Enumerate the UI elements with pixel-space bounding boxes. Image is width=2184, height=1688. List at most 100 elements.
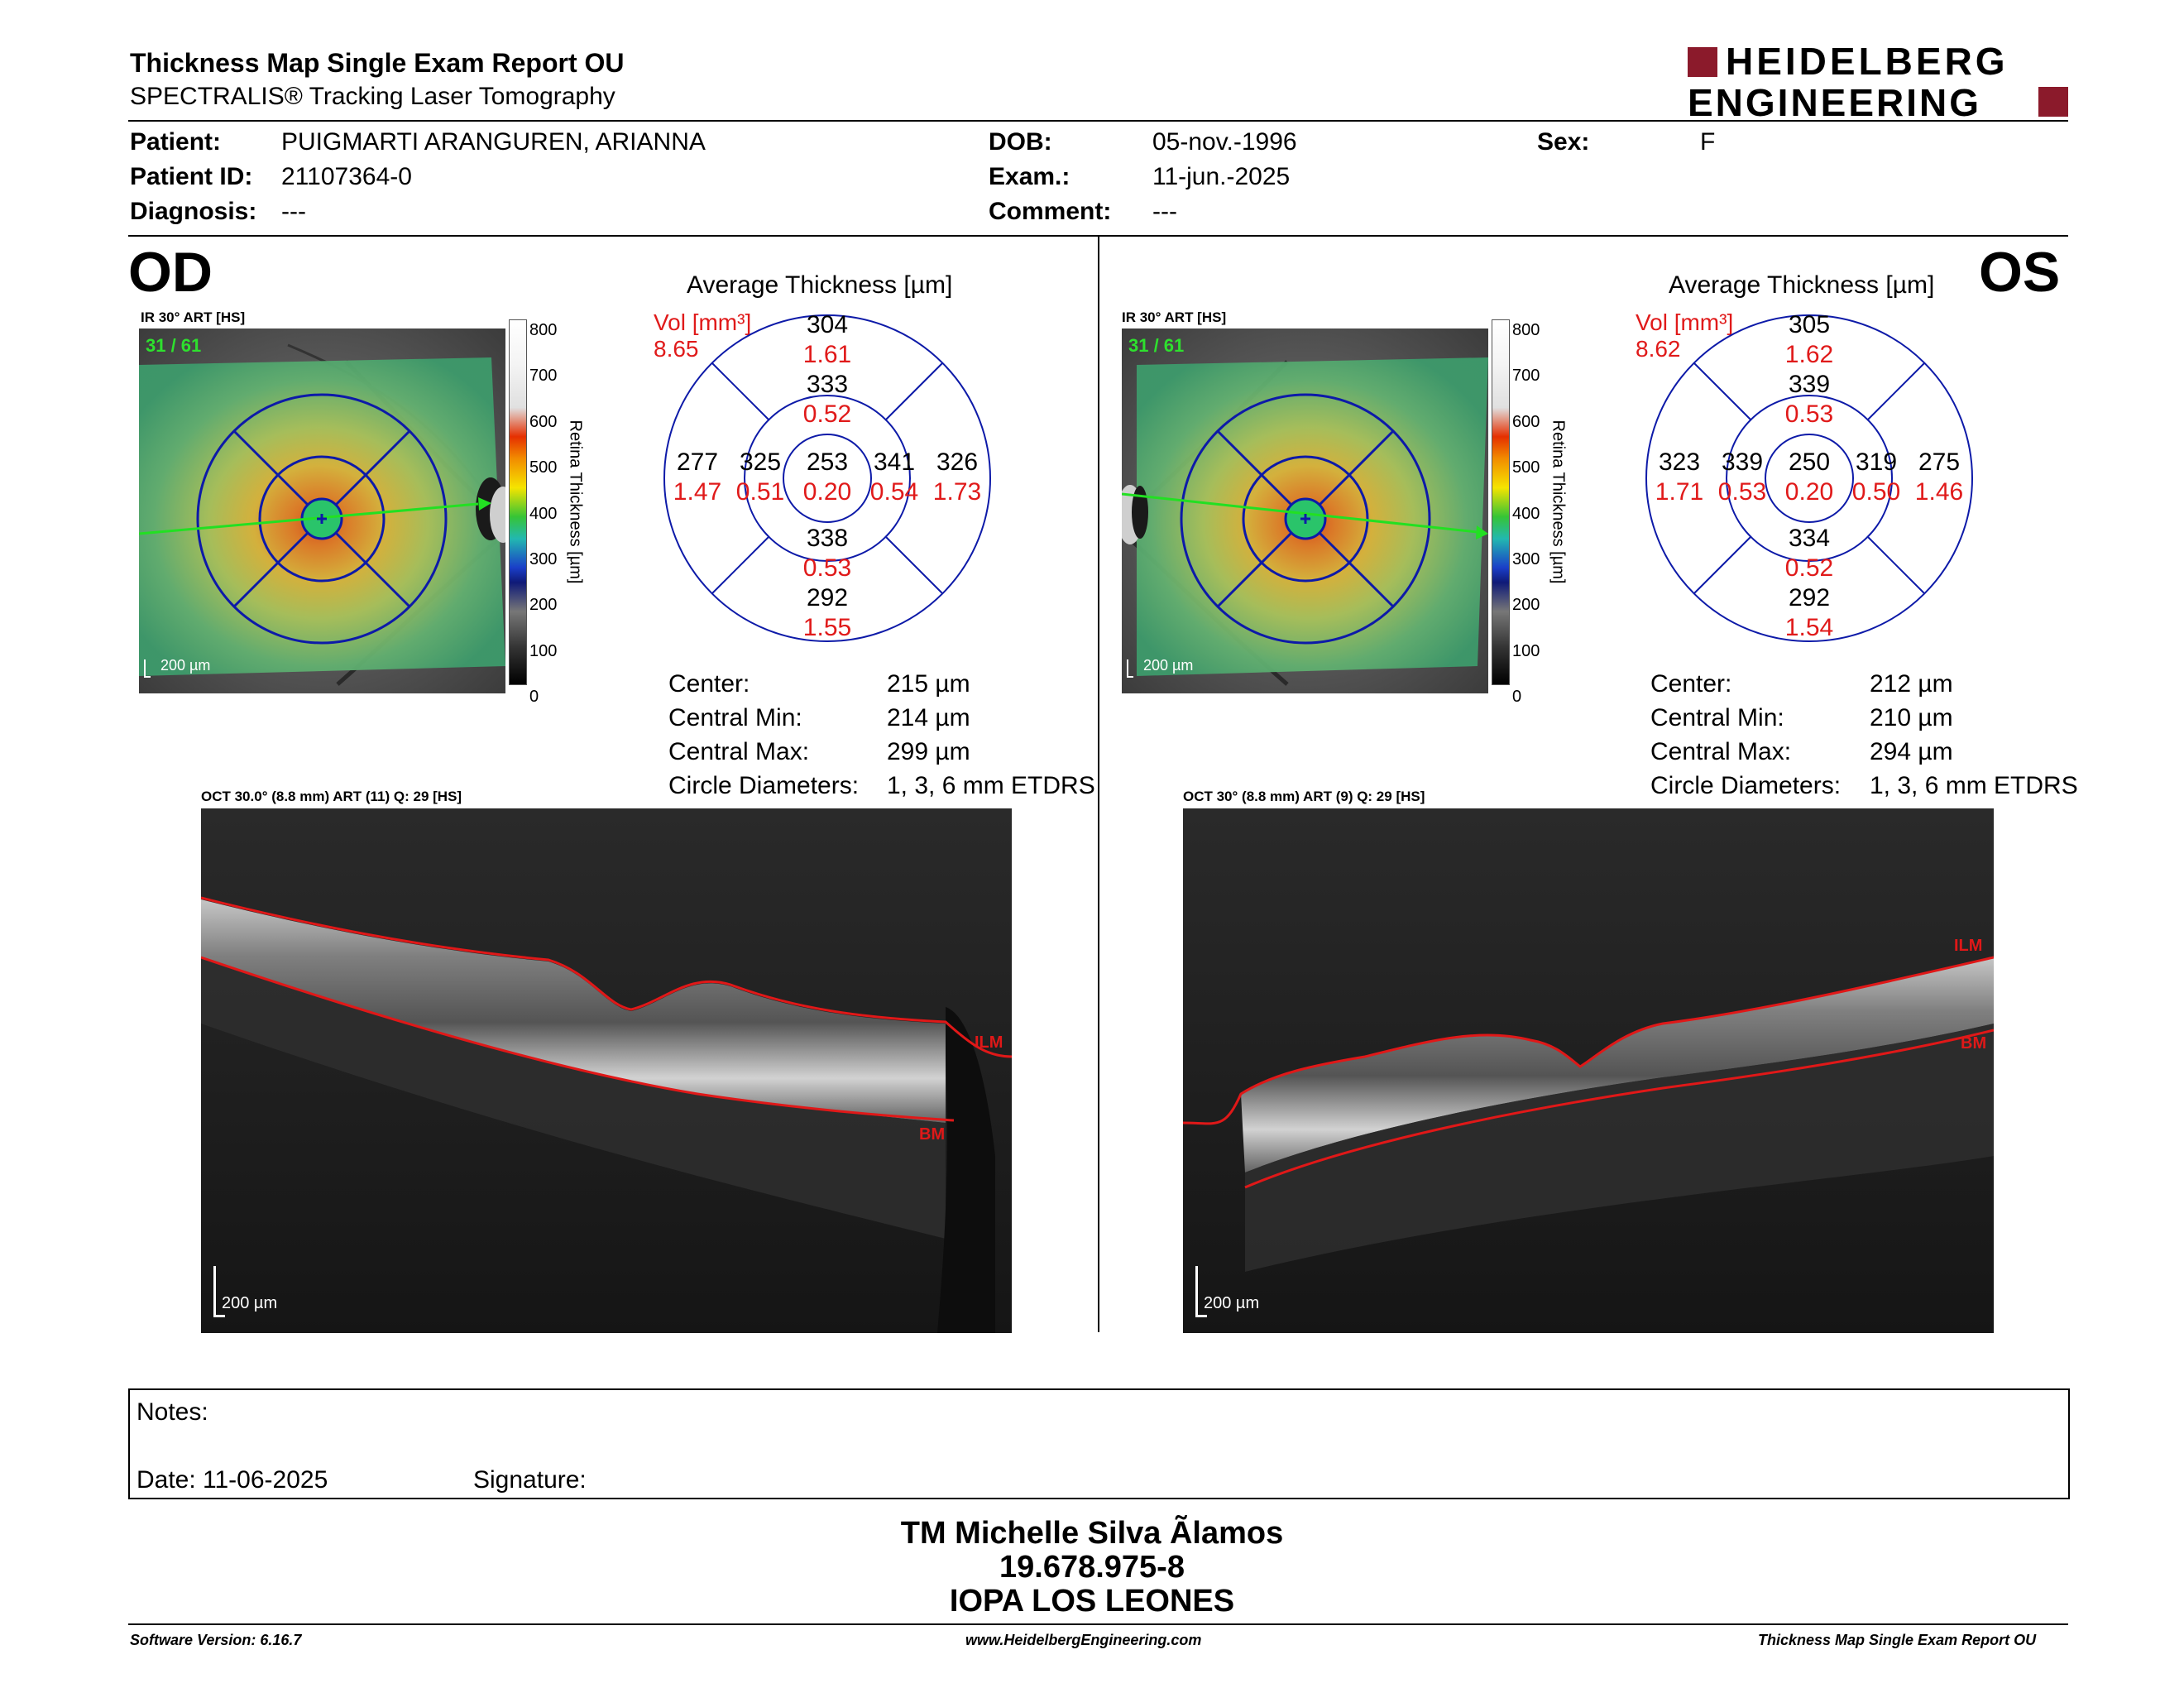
- os-inner-right-volume: 0.50: [1851, 478, 1901, 506]
- os-oct-scale: 200 µm: [1204, 1294, 1260, 1312]
- signature-label: Signature:: [473, 1466, 587, 1494]
- os-bm-label: BM: [1961, 1034, 1987, 1053]
- od-oct-label: OCT 30.0° (8.8 mm) ART (11) Q: 29 [HS]: [201, 789, 462, 804]
- os-oct-label: OCT 30° (8.8 mm) ART (9) Q: 29 [HS]: [1183, 789, 1425, 804]
- os-etdrs-grid: 305 1.62 339 0.53 250 0.20 339 0.53 319 …: [1644, 311, 1975, 644]
- website-link[interactable]: www.HeidelbergEngineering.com: [965, 1632, 1202, 1648]
- os-frame-counter: 31 / 61: [1128, 335, 1185, 356]
- od-outer-sup-volume: 1.61: [802, 341, 852, 368]
- exam-value: 11-jun.-2025: [1152, 163, 1291, 190]
- os-center-volume: 0.20: [1784, 478, 1834, 506]
- exam-label: Exam.:: [989, 163, 1070, 190]
- od-inner-inf-volume: 0.53: [802, 554, 852, 582]
- logo-line1: HEIDELBERG: [1726, 40, 2009, 83]
- sex-label: Sex:: [1537, 128, 1590, 156]
- od-outer-left-volume: 1.47: [673, 478, 722, 506]
- signer-clinic: IOPA LOS LEONES: [949, 1584, 1235, 1618]
- os-outer-sup-volume: 1.62: [1784, 341, 1834, 368]
- od-diam-label: Circle Diameters:: [668, 772, 860, 799]
- comment-value: ---: [1152, 198, 1177, 225]
- os-outer-left-volume: 1.71: [1655, 478, 1704, 506]
- os-center-value: 212 µm: [1870, 670, 1953, 698]
- os-outer-inf-volume: 1.54: [1784, 614, 1834, 641]
- os-vol-total: 8.62: [1636, 336, 1681, 362]
- od-inner-sup-thickness: 333: [806, 371, 849, 398]
- od-outer-inf-volume: 1.55: [802, 614, 852, 641]
- os-colorbar-ticks: 800 700 600 500 400 300 200 100 0: [1512, 321, 1540, 707]
- os-inner-left-volume: 0.53: [1717, 478, 1767, 506]
- od-colorbar: [509, 319, 527, 685]
- od-center-thickness: 253: [806, 448, 849, 476]
- od-center-value: 215 µm: [887, 670, 970, 698]
- od-center-label: Center:: [668, 670, 750, 698]
- report-subtitle: SPECTRALIS® Tracking Laser Tomography: [130, 83, 615, 110]
- os-inner-sup-thickness: 339: [1788, 371, 1831, 398]
- os-inner-left-thickness: 339: [1721, 448, 1764, 476]
- os-inner-right-thickness: 319: [1855, 448, 1898, 476]
- od-bm-label: BM: [919, 1125, 946, 1144]
- od-ir-label: IR 30° ART [HS]: [141, 309, 246, 325]
- footer-report-name: Thickness Map Single Exam Report OU: [1758, 1632, 2037, 1648]
- patient-name: PUIGMARTI ARANGUREN, ARIANNA: [281, 128, 706, 156]
- od-vol-total: 8.65: [654, 336, 699, 362]
- os-outer-inf-thickness: 292: [1788, 584, 1831, 611]
- os-fundus-scale: 200 µm: [1143, 657, 1194, 674]
- od-colorbar-title: Retina Thickness [µm]: [566, 420, 585, 584]
- os-inner-inf-volume: 0.52: [1784, 554, 1834, 582]
- os-oct-bscan[interactable]: ILM BM 200 µm: [1183, 808, 1994, 1333]
- report-title: Thickness Map Single Exam Report OU: [130, 48, 625, 78]
- od-inner-right-volume: 0.54: [869, 478, 919, 506]
- od-outer-right-volume: 1.73: [932, 478, 982, 506]
- signer-rut: 19.678.975-8: [999, 1550, 1185, 1585]
- od-frame-counter: 31 / 61: [146, 335, 202, 356]
- dob-value: 05-nov.-1996: [1152, 128, 1297, 156]
- notes-date: Date: 11-06-2025: [136, 1466, 328, 1494]
- patient-label: Patient:: [130, 128, 222, 156]
- od-min-label: Central Min:: [668, 704, 802, 731]
- od-etdrs-grid: 304 1.61 333 0.52 253 0.20 325 0.51 341 …: [662, 311, 993, 644]
- od-fundus-image[interactable]: 31 / 61 200 µm: [138, 328, 516, 693]
- sex-value: F: [1700, 128, 1716, 156]
- os-outer-right-thickness: 275: [1918, 448, 1961, 476]
- software-version: Software Version: 6.16.7: [130, 1632, 302, 1648]
- od-oct-scale: 200 µm: [222, 1294, 278, 1312]
- diagnosis-label: Diagnosis:: [130, 198, 257, 225]
- od-max-value: 299 µm: [887, 738, 970, 765]
- os-min-value: 210 µm: [1870, 704, 1953, 731]
- os-colorbar-title: Retina Thickness [µm]: [1549, 420, 1568, 584]
- os-diam-value: 1, 3, 6 mm ETDRS: [1870, 772, 2078, 799]
- os-diam-label: Circle Diameters:: [1650, 772, 1842, 799]
- os-fundus-image[interactable]: 31 / 61 200 µm: [1117, 328, 1488, 693]
- od-colorbar-ticks: 800 700 600 500 400 300 200 100 0: [529, 321, 558, 707]
- os-outer-left-thickness: 323: [1658, 448, 1701, 476]
- os-ir-label: IR 30° ART [HS]: [1122, 309, 1227, 325]
- od-inner-left-thickness: 325: [739, 448, 782, 476]
- os-center-thickness: 250: [1788, 448, 1831, 476]
- os-inner-sup-volume: 0.53: [1784, 400, 1834, 428]
- os-outer-sup-thickness: 305: [1788, 311, 1831, 338]
- patient-id-label: Patient ID:: [130, 163, 253, 190]
- od-outer-right-thickness: 326: [936, 448, 979, 476]
- os-min-label: Central Min:: [1650, 704, 1784, 731]
- od-inner-left-volume: 0.51: [735, 478, 785, 506]
- diagnosis-value: ---: [281, 198, 306, 225]
- os-colorbar: [1492, 319, 1510, 685]
- od-outer-inf-thickness: 292: [806, 584, 849, 611]
- os-inner-inf-thickness: 334: [1788, 525, 1831, 552]
- os-avg-title: Average Thickness [µm]: [1669, 271, 1935, 299]
- od-inner-right-thickness: 341: [873, 448, 916, 476]
- od-center-volume: 0.20: [802, 478, 852, 506]
- od-outer-left-thickness: 277: [676, 448, 719, 476]
- os-outer-right-volume: 1.46: [1914, 478, 1964, 506]
- od-vol-label: Vol [mm³]: [654, 309, 752, 335]
- patient-id: 21107364-0: [281, 163, 412, 190]
- comment-label: Comment:: [989, 198, 1112, 225]
- os-center-label: Center:: [1650, 670, 1732, 698]
- os-ilm-label: ILM: [1954, 937, 1983, 955]
- os-max-value: 294 µm: [1870, 738, 1953, 765]
- notes-label: Notes:: [136, 1398, 208, 1426]
- os-eye-label: OS: [1979, 241, 2061, 304]
- od-oct-bscan[interactable]: ILM BM 200 µm: [201, 808, 1012, 1333]
- notes-box[interactable]: Notes: Date: 11-06-2025 Signature:: [128, 1388, 2070, 1499]
- od-max-label: Central Max:: [668, 738, 810, 765]
